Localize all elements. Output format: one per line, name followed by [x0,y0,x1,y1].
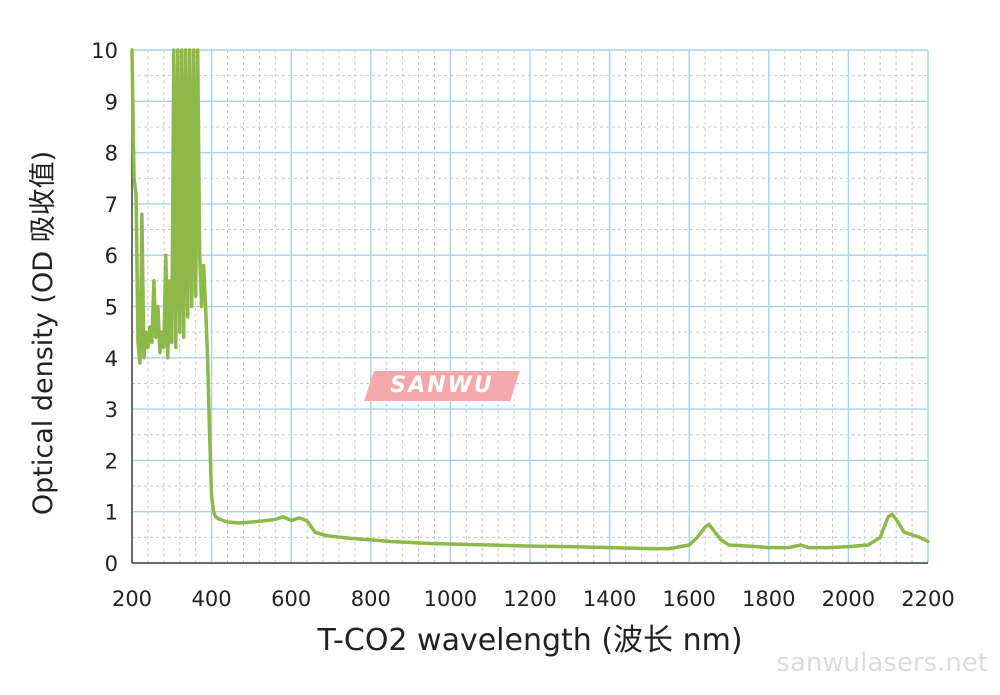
x-tick-label: 800 [351,587,391,611]
y-tick-label: 7 [105,193,118,217]
x-tick-label: 600 [271,587,311,611]
x-tick-label: 1800 [742,587,795,611]
x-tick-label: 200 [112,587,152,611]
x-tick-label: 2200 [901,587,954,611]
x-tick-label: 1400 [583,587,636,611]
y-tick-label: 1 [105,501,118,525]
y-tick-label: 6 [105,244,118,268]
major-gridlines [131,49,929,564]
x-tick-label: 2000 [822,587,875,611]
y-tick-label: 10 [91,39,118,63]
y-tick-label: 2 [105,449,118,473]
y-tick-labels: 0 1 2 3 4 5 6 7 8 9 10 [91,39,118,576]
watermark-logo-text: SANWU [390,373,494,398]
x-tick-label: 400 [192,587,232,611]
series-group [130,48,930,551]
y-axis-title: Optical density (OD 吸收值) [28,151,59,515]
y-tick-label: 3 [105,398,118,422]
y-tick-label: 9 [105,90,118,114]
x-tick-labels: 200 400 600 800 1000 1200 1400 1600 1800 2000 2200 [112,587,955,611]
x-tick-label: 1000 [424,587,477,611]
y-tick-label: 8 [105,142,118,166]
x-axis-title: T-CO2 wavelength (波长 nm) [316,623,742,658]
site-watermark: sanwulasers.net [776,648,988,678]
y-tick-label: 4 [105,347,118,371]
x-tick-label: 1200 [503,587,556,611]
x-tick-label: 1600 [662,587,715,611]
series-line [130,48,930,551]
y-tick-label: 0 [105,552,118,576]
y-tick-label: 5 [105,296,118,320]
